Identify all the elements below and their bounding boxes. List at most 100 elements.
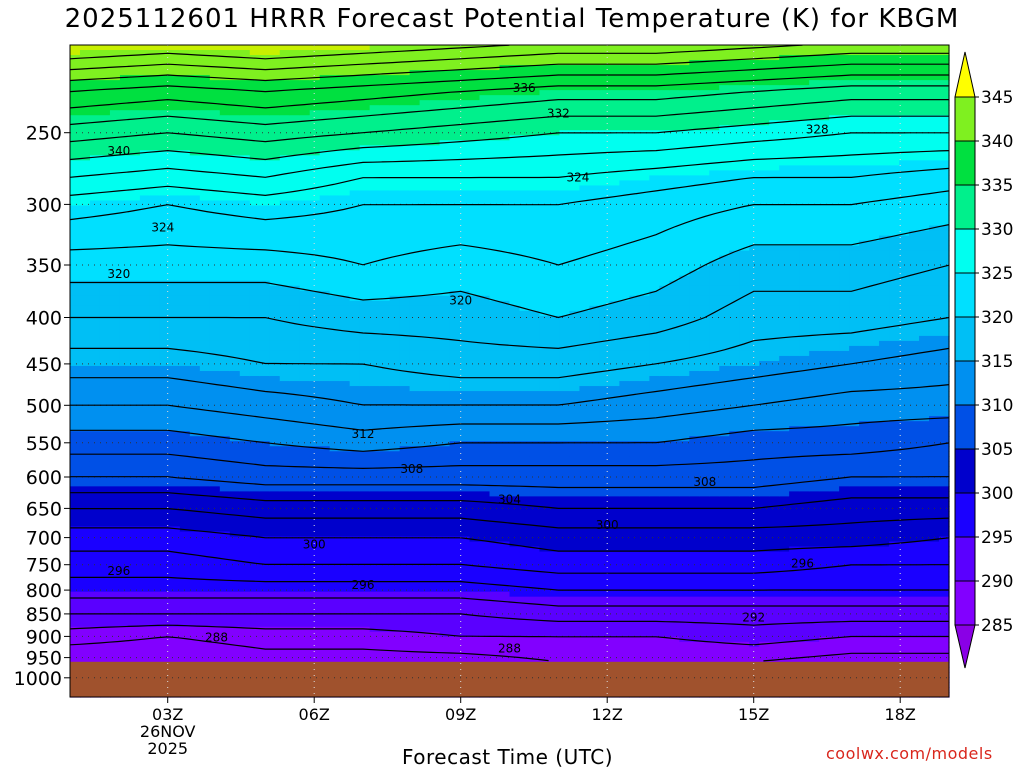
theta-cell <box>149 556 161 563</box>
theta-cell <box>119 300 131 307</box>
theta-cell <box>109 315 121 322</box>
theta-cell <box>189 270 201 277</box>
theta-cell <box>259 185 271 192</box>
theta-cell <box>389 501 401 508</box>
theta-cell <box>139 270 151 277</box>
theta-cell <box>209 195 221 202</box>
theta-cell <box>389 85 401 91</box>
theta-cell <box>70 340 81 347</box>
theta-cell <box>79 185 91 192</box>
theta-cell <box>319 265 331 272</box>
theta-cell <box>349 115 361 121</box>
theta-cell <box>279 376 291 382</box>
theta-cell <box>119 436 131 442</box>
theta-cell <box>319 491 331 497</box>
theta-cell <box>229 185 241 192</box>
theta-cell <box>279 611 291 618</box>
theta-cell <box>299 371 311 377</box>
theta-cell <box>169 255 181 262</box>
theta-cell <box>399 350 411 357</box>
theta-cell <box>389 591 401 598</box>
theta-cell <box>159 160 171 166</box>
theta-cell <box>149 340 161 347</box>
theta-cell <box>399 506 411 513</box>
theta-cell <box>299 355 311 362</box>
theta-cell <box>219 406 231 412</box>
theta-cell <box>369 90 381 96</box>
theta-cell <box>259 411 271 417</box>
theta-cell <box>289 421 301 427</box>
theta-cell <box>179 120 191 126</box>
theta-cell <box>319 90 331 96</box>
theta-cell <box>179 135 191 141</box>
theta-cell <box>249 646 261 653</box>
theta-cell <box>369 411 381 417</box>
theta-cell <box>99 506 111 513</box>
theta-cell <box>89 606 101 613</box>
theta-cell <box>129 270 141 277</box>
theta-cell <box>259 576 271 583</box>
theta-cell <box>429 360 441 367</box>
theta-cell <box>449 245 461 252</box>
theta-cell <box>289 85 301 91</box>
theta-cell <box>419 656 431 663</box>
theta-cell <box>349 110 361 116</box>
theta-cell <box>149 581 161 588</box>
theta-cell <box>169 576 181 583</box>
theta-cell <box>359 75 371 81</box>
theta-cell <box>409 105 421 111</box>
theta-cell <box>139 371 151 377</box>
theta-cell <box>309 315 321 322</box>
theta-cell <box>239 360 251 367</box>
theta-cell <box>139 421 151 427</box>
theta-cell <box>219 325 231 332</box>
theta-cell <box>109 396 121 402</box>
theta-cell <box>199 406 211 412</box>
theta-cell <box>429 466 441 472</box>
theta-cell <box>139 446 151 452</box>
theta-cell <box>379 536 391 543</box>
theta-cell <box>329 250 341 257</box>
theta-cell <box>329 371 341 377</box>
theta-cell <box>429 50 441 56</box>
theta-cell <box>349 571 361 578</box>
theta-cell <box>139 656 151 663</box>
theta-cell <box>219 426 231 432</box>
theta-cell <box>289 586 301 593</box>
theta-cell <box>79 561 91 568</box>
theta-cell <box>449 305 461 312</box>
theta-cell <box>169 621 181 628</box>
theta-cell <box>219 240 231 247</box>
theta-cell <box>339 436 351 442</box>
theta-cell <box>389 280 401 287</box>
theta-cell <box>169 320 181 327</box>
theta-cell <box>109 240 121 247</box>
theta-cell <box>169 511 181 518</box>
theta-cell <box>349 441 361 447</box>
theta-cell <box>279 461 291 467</box>
theta-cell <box>70 386 81 392</box>
theta-cell <box>99 150 111 156</box>
theta-cell <box>279 350 291 357</box>
theta-cell <box>339 606 351 613</box>
theta-cell <box>99 215 111 222</box>
theta-cell <box>439 621 451 628</box>
theta-cell <box>389 65 401 71</box>
theta-cell <box>259 55 271 61</box>
theta-cell <box>70 646 81 653</box>
theta-cell <box>409 205 421 212</box>
theta-cell <box>259 290 271 297</box>
theta-cell <box>439 586 451 593</box>
theta-cell <box>229 160 241 166</box>
theta-cell <box>289 656 301 663</box>
theta-cell <box>99 461 111 467</box>
theta-cell <box>319 170 331 176</box>
theta-cell <box>359 611 371 618</box>
theta-cell <box>189 496 201 502</box>
theta-cell <box>369 481 381 487</box>
theta-cell <box>419 511 431 518</box>
theta-cell <box>409 115 421 121</box>
theta-cell <box>249 110 261 116</box>
theta-cell <box>179 641 191 648</box>
theta-cell <box>109 476 121 482</box>
